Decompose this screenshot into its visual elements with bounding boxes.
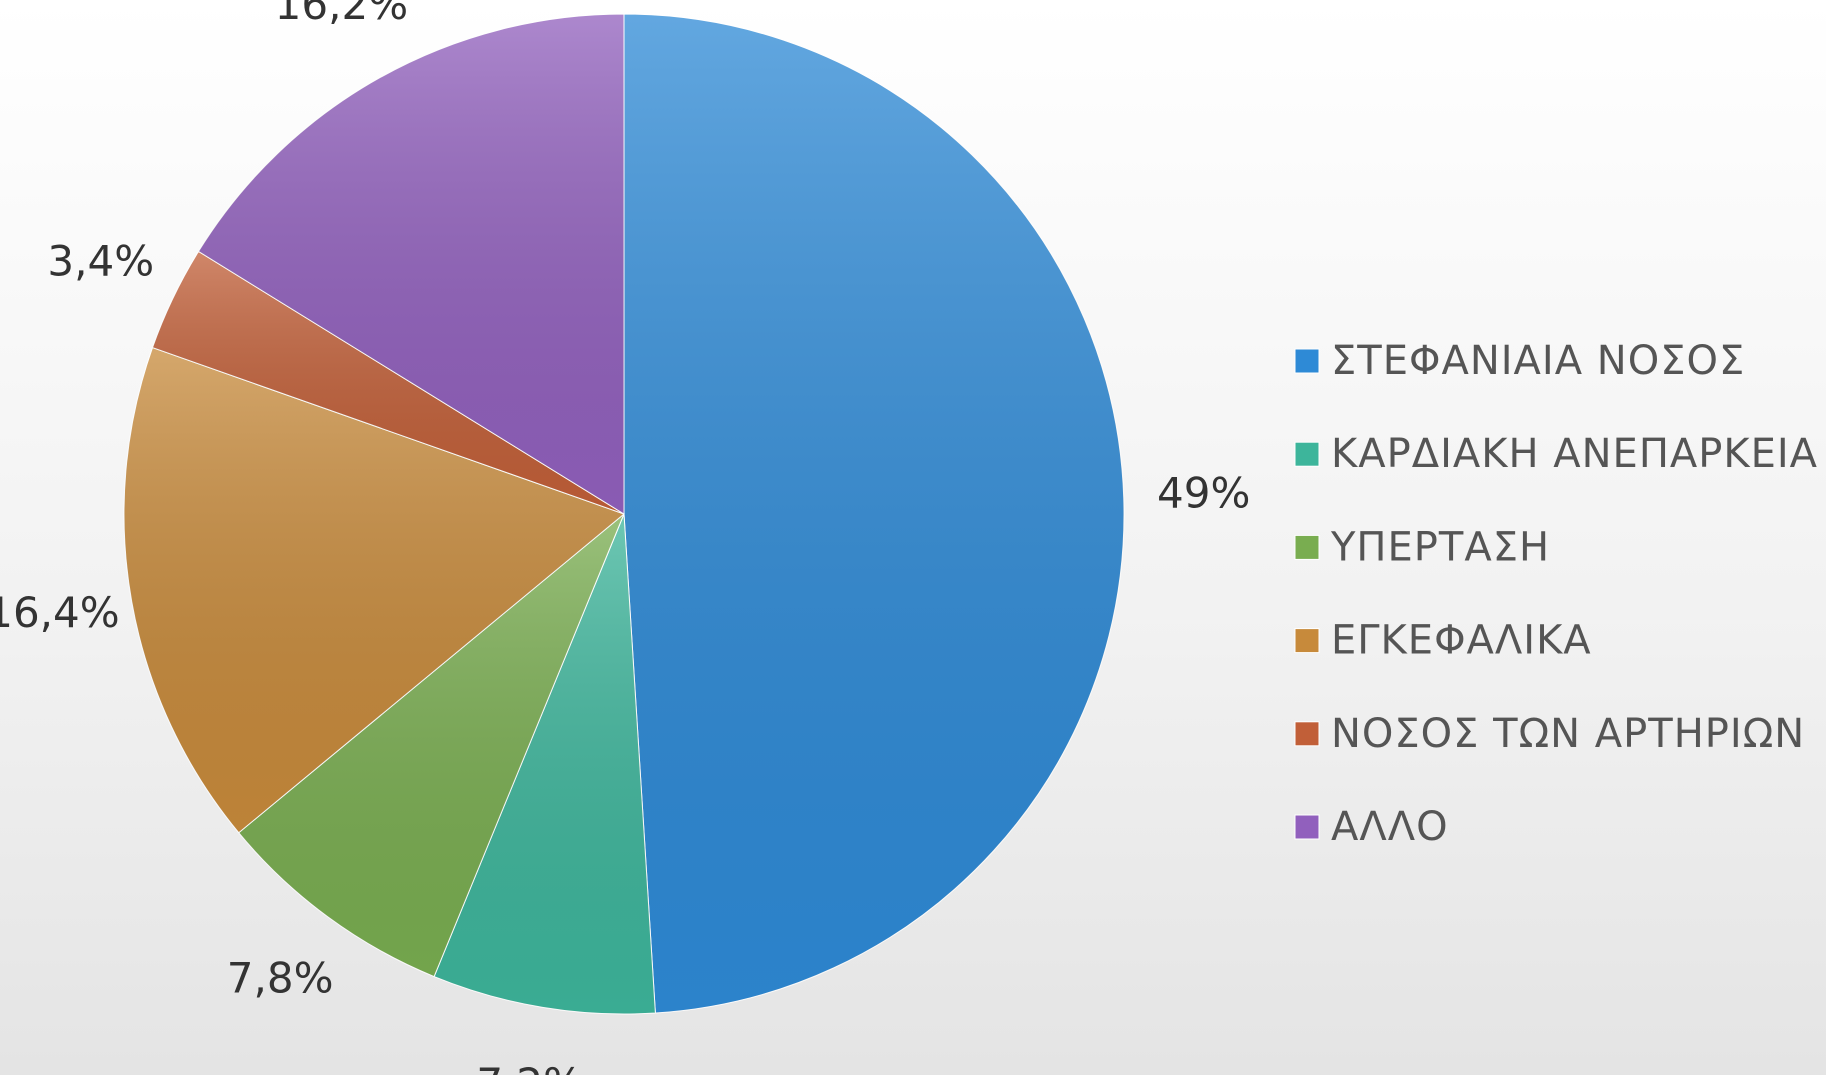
data-label: 7,8% <box>227 954 334 1003</box>
data-label: 7,2% <box>476 1059 583 1075</box>
legend-label: ΝΟΣΟΣ ΤΩΝ ΑΡΤΗΡΙΩΝ <box>1331 711 1805 757</box>
legend-label: ΑΛΛΟ <box>1331 804 1449 850</box>
pie-slice-shade <box>198 14 625 514</box>
legend-label: ΚΑΡΔΙΑΚΗ ΑΝΕΠΑΡΚΕΙΑ <box>1331 431 1818 477</box>
data-label: 49% <box>1157 468 1250 517</box>
data-label: 3,4% <box>47 236 154 285</box>
legend-swatch <box>1294 814 1320 840</box>
pie-slice-shade <box>238 514 624 977</box>
data-label: 16,4% <box>0 588 120 637</box>
legend-swatch <box>1294 628 1320 654</box>
legend-label: ΥΠΕΡΤΑΣΗ <box>1330 524 1550 570</box>
pie-slice-shade <box>152 251 624 514</box>
legend-swatch <box>1294 441 1320 467</box>
pie-slice-shade <box>123 347 625 833</box>
legend-swatch <box>1294 721 1320 747</box>
legend-label: ΣΤΕΦΑΝΙΑΙΑ ΝΟΣΟΣ <box>1331 338 1745 384</box>
pie-slice-shade <box>624 14 1124 1014</box>
pie-slice-shade <box>434 514 656 1014</box>
data-label: 16,2% <box>275 0 408 29</box>
legend-swatch <box>1294 348 1320 374</box>
legend-label: ΕΓΚΕΦΑΛΙΚΑ <box>1331 618 1592 664</box>
legend-swatch <box>1294 534 1320 560</box>
